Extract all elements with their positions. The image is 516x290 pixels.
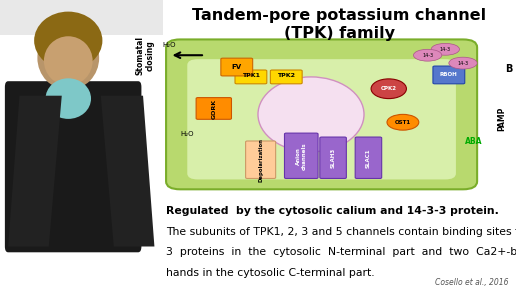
Ellipse shape	[413, 49, 442, 61]
Ellipse shape	[44, 36, 93, 86]
Ellipse shape	[387, 114, 419, 130]
FancyBboxPatch shape	[187, 59, 456, 180]
Text: Cosello et al., 2016: Cosello et al., 2016	[436, 278, 509, 287]
Text: PAMP: PAMP	[497, 106, 506, 130]
Text: 14-3: 14-3	[457, 61, 469, 66]
Ellipse shape	[431, 44, 459, 55]
Text: 3  proteins  in  the  cytosolic  N-terminal  part  and  two  Ca2+-binding  EF: 3 proteins in the cytosolic N-terminal p…	[166, 247, 516, 257]
FancyBboxPatch shape	[355, 137, 382, 178]
FancyBboxPatch shape	[196, 98, 232, 119]
Text: (TPK) family: (TPK) family	[284, 26, 395, 41]
FancyBboxPatch shape	[284, 133, 318, 178]
Text: GORK: GORK	[211, 98, 216, 119]
Text: Tandem-pore potassium channel: Tandem-pore potassium channel	[192, 8, 487, 23]
Text: Regulated  by the cytosolic calium and 14-3-3 protein.: Regulated by the cytosolic calium and 14…	[166, 206, 499, 216]
Text: RBOH: RBOH	[440, 72, 458, 77]
FancyBboxPatch shape	[5, 81, 141, 252]
Text: ABA: ABA	[465, 137, 482, 146]
Text: Stomatal
closing: Stomatal closing	[135, 36, 155, 75]
Text: SLAC1: SLAC1	[366, 148, 371, 168]
Text: Anion
channels: Anion channels	[296, 142, 307, 170]
FancyBboxPatch shape	[246, 141, 276, 178]
Text: B: B	[505, 64, 512, 74]
Text: TPK2: TPK2	[277, 73, 295, 78]
FancyBboxPatch shape	[433, 66, 465, 84]
FancyBboxPatch shape	[166, 39, 477, 189]
Text: The subunits of TPK1, 2, 3 and 5 channels contain binding sites for 14-3-: The subunits of TPK1, 2, 3 and 5 channel…	[166, 227, 516, 237]
Ellipse shape	[371, 79, 407, 99]
Text: H₂O: H₂O	[163, 42, 176, 48]
FancyBboxPatch shape	[0, 0, 163, 35]
Polygon shape	[101, 96, 154, 246]
Ellipse shape	[37, 26, 99, 90]
Ellipse shape	[45, 78, 91, 119]
FancyBboxPatch shape	[270, 70, 302, 84]
Polygon shape	[8, 96, 62, 246]
FancyBboxPatch shape	[163, 0, 516, 197]
Text: hands in the cytosolic C-terminal part.: hands in the cytosolic C-terminal part.	[166, 268, 375, 278]
Ellipse shape	[449, 57, 477, 69]
FancyBboxPatch shape	[221, 58, 253, 76]
Text: H₂O: H₂O	[181, 131, 194, 137]
Text: SLAH3: SLAH3	[331, 148, 336, 168]
Text: 14-3: 14-3	[440, 47, 451, 52]
Text: CPK2: CPK2	[381, 86, 397, 91]
Text: TPK1: TPK1	[242, 73, 260, 78]
Text: OST1: OST1	[395, 120, 411, 125]
Text: FV: FV	[232, 64, 242, 70]
FancyBboxPatch shape	[235, 70, 267, 84]
Ellipse shape	[258, 77, 364, 152]
Ellipse shape	[34, 12, 102, 70]
Text: 14-3: 14-3	[422, 53, 433, 58]
Text: Depolarization: Depolarization	[259, 138, 263, 182]
FancyBboxPatch shape	[320, 137, 346, 178]
